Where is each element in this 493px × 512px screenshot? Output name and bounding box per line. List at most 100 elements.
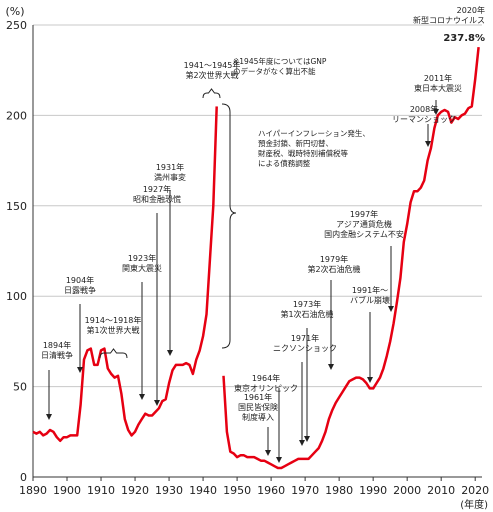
x-tick-label-2020: 2020 <box>461 484 489 497</box>
annotation-text: 1927年 <box>143 184 171 194</box>
grid <box>33 24 482 388</box>
annotation-arrowhead <box>276 457 282 463</box>
annotation-text: 第1次世界大戦 <box>86 325 139 335</box>
annotation-text: 関東大震災 <box>122 263 162 273</box>
annotation-text: アジア通貨危機 <box>336 219 392 229</box>
annotation-text: 日露戦争 <box>64 285 96 295</box>
x-tick-label-1970: 1970 <box>291 484 319 497</box>
annotation-text: 1904年 <box>66 275 94 285</box>
annotation-1991: 1991年〜バブル崩壊 <box>350 285 390 383</box>
annotation-text: 国民皆保険 <box>238 402 278 412</box>
x-tick-label-1960: 1960 <box>257 484 285 497</box>
annotation-arrowhead <box>425 141 431 147</box>
y-tick-label-100: 100 <box>6 290 27 303</box>
annotation-text: 1971年 <box>291 333 319 343</box>
annotation-text: 第1次石油危機 <box>280 309 333 319</box>
annotations: 1894年日清戦争1904年日露戦争1914〜1918年第1次世界大戦1923年… <box>41 5 485 463</box>
x-tick-label-1900: 1900 <box>53 484 81 497</box>
note-hyperinflation-text: 財産税、戦時特別補償税等 <box>258 148 348 158</box>
annotation-text: ニクソンショック <box>273 344 337 353</box>
annotation-arrowhead <box>388 306 394 312</box>
annotation-text: 満州事変 <box>154 172 186 182</box>
annotation-text: 第2次世界大戦 <box>185 70 238 80</box>
annotation-text: 2011年 <box>424 73 452 83</box>
annotation-text: 国内金融システム不安 <box>324 229 404 239</box>
x-tick-label-2010: 2010 <box>427 484 455 497</box>
x-tick-label-1930: 1930 <box>155 484 183 497</box>
annotation-arrowhead <box>304 436 310 442</box>
annotation-text: 東日本大震災 <box>414 83 462 93</box>
y-tick-label-200: 200 <box>6 109 27 122</box>
annotation-text: 東京オリンピック <box>234 383 298 393</box>
x-tick-label-1920: 1920 <box>121 484 149 497</box>
y-axis-unit: (%) <box>5 5 24 18</box>
annotation-text: 昭和金融恐慌 <box>133 194 181 204</box>
x-tick-label-1940: 1940 <box>189 484 217 497</box>
annotation-text: 1979年 <box>320 254 348 264</box>
series-line <box>32 46 480 470</box>
annotation-bracket <box>202 88 221 99</box>
note-gnp-text: ※1945年度についてはGNP <box>233 56 327 66</box>
note-hyperinflation-text: による債務調整 <box>258 158 311 168</box>
final-value-label: 237.8% <box>443 33 485 44</box>
annotation-arrowhead <box>328 364 334 370</box>
x-axis-unit: (年度) <box>460 498 488 511</box>
hyperinflation-bracket <box>221 103 237 349</box>
note-hyperinflation: ハイパーインフレーション発生、預金封鎖、新円切替、財産税、戦時特別補償税等による… <box>221 103 370 349</box>
annotation-text: リーマンショック <box>392 115 456 124</box>
x-tick-label-1980: 1980 <box>325 484 353 497</box>
note-hyperinflation-text: 預金封鎖、新円切替、 <box>258 138 333 148</box>
annotation-text: 1964年 <box>252 373 280 383</box>
annotation-text: 1923年 <box>128 253 156 263</box>
annotation-arrowhead <box>154 400 160 406</box>
annotation-text: 新型コロナウイルス <box>413 15 485 25</box>
x-tick-label-1990: 1990 <box>359 484 387 497</box>
annotation-text: 1914〜1918年 <box>85 315 142 325</box>
debt-ratio-line-segment-1 <box>32 106 218 443</box>
y-tick-label-0: 0 <box>20 471 27 484</box>
annotation-arrowhead <box>139 394 145 400</box>
annotation-text: 1997年 <box>350 209 378 219</box>
annotation-text: 1894年 <box>43 340 71 350</box>
debt-ratio-line-segment-2 <box>222 46 480 470</box>
annotation-arrowhead <box>367 377 373 383</box>
x-tick-label-1890: 1890 <box>19 484 47 497</box>
tick-labels: 0 50 100 150 200 250 1890 1900 1910 1920 1930 1940 1… <box>6 19 489 497</box>
annotation-text: 2008年 <box>410 104 438 114</box>
note-gnp-text: のデータがなく算出不能 <box>233 66 316 76</box>
annotation-text: 2020年 <box>457 5 485 15</box>
annotation-arrowhead <box>299 440 305 446</box>
y-tick-label-50: 50 <box>13 381 27 394</box>
y-tick-label-150: 150 <box>6 200 27 213</box>
annotation-text: 日清戦争 <box>41 350 73 360</box>
annotation-text: 1991年〜 <box>352 285 388 295</box>
annotation-text: 1941〜1945年 <box>184 60 241 70</box>
x-tick-label-1910: 1910 <box>87 484 115 497</box>
annotation-text: 制度導入 <box>242 412 274 422</box>
annotation-text: 1931年 <box>156 162 184 172</box>
x-tick-label-2000: 2000 <box>393 484 421 497</box>
note-hyperinflation-text: ハイパーインフレーション発生、 <box>258 128 370 138</box>
annotation-bracket <box>99 348 128 359</box>
notes: ※1945年度についてはGNPのデータがなく算出不能ハイパーインフレーション発生… <box>221 56 370 349</box>
y-tick-label-250: 250 <box>6 19 27 32</box>
annotation-arrowhead <box>265 450 271 456</box>
